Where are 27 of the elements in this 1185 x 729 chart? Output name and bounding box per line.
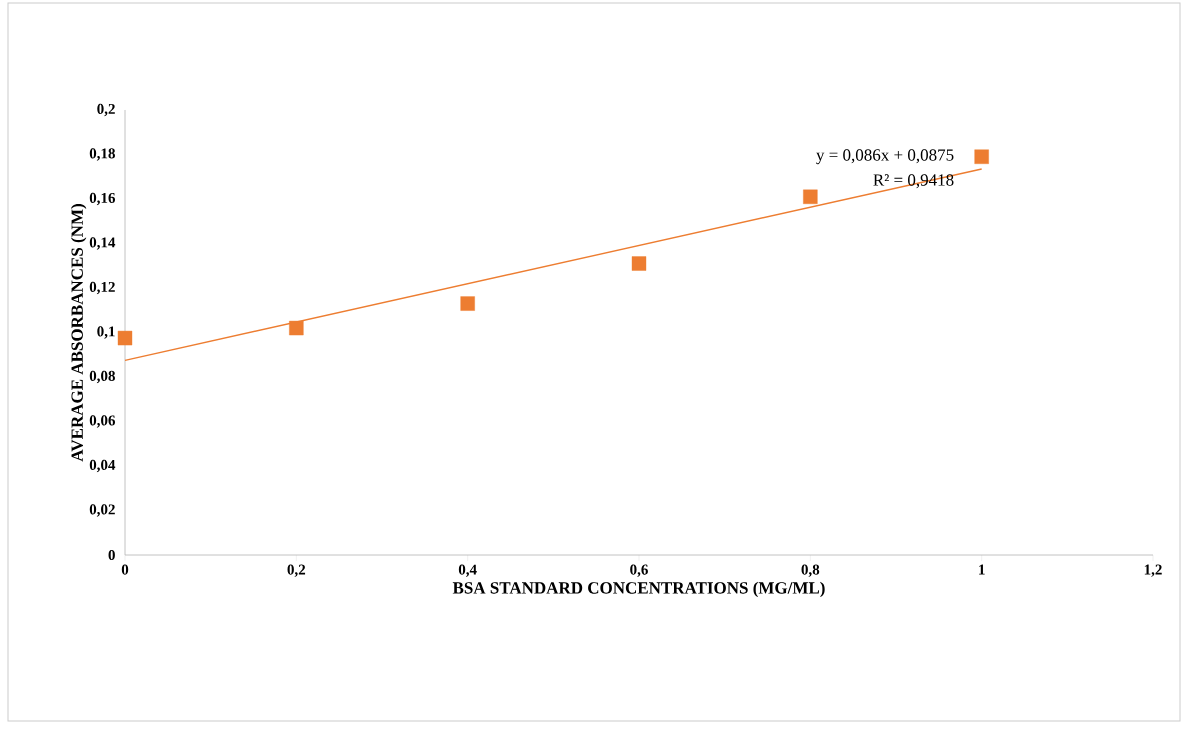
y-tick-label: 0,18 bbox=[89, 148, 115, 161]
x-tick-label: 0,2 bbox=[287, 564, 306, 577]
y-tick-label: 0,02 bbox=[89, 504, 115, 517]
x-tick-label: 1,2 bbox=[1144, 564, 1162, 577]
point bbox=[117, 330, 133, 346]
point bbox=[974, 149, 989, 164]
x-tick-label: 0,6 bbox=[630, 564, 648, 577]
y-tick-label: 0,16 bbox=[89, 192, 116, 206]
y-tick-label: 0,2 bbox=[97, 103, 115, 117]
annotation: y = 0,086x + 0,0875 bbox=[816, 149, 954, 165]
x-axis-title: BSA STANDARD CONCENTRATIONS (MG/ML) bbox=[452, 581, 825, 598]
y-tick-label: 0,04 bbox=[89, 459, 116, 473]
y-tick-label: 0,12 bbox=[89, 281, 115, 295]
point bbox=[631, 256, 647, 271]
x-tick-label: 0 bbox=[121, 564, 129, 575]
x-tick-label: 0,8 bbox=[801, 564, 820, 577]
y-tick-label: 0,14 bbox=[89, 237, 116, 250]
y-tick-label: 0,1 bbox=[97, 326, 115, 339]
y-axis-title: AVERAGE ABSORBANCES (NM) bbox=[70, 204, 87, 462]
x-tick-label: 0,4 bbox=[458, 564, 477, 577]
y-tick-label: 0,06 bbox=[89, 415, 116, 428]
point bbox=[803, 189, 818, 204]
y-tick-label: 0,08 bbox=[89, 370, 115, 384]
point bbox=[460, 296, 475, 311]
point bbox=[289, 320, 304, 336]
y-tick-label: 0 bbox=[108, 549, 115, 561]
x-tick-label: 1 bbox=[979, 564, 985, 575]
